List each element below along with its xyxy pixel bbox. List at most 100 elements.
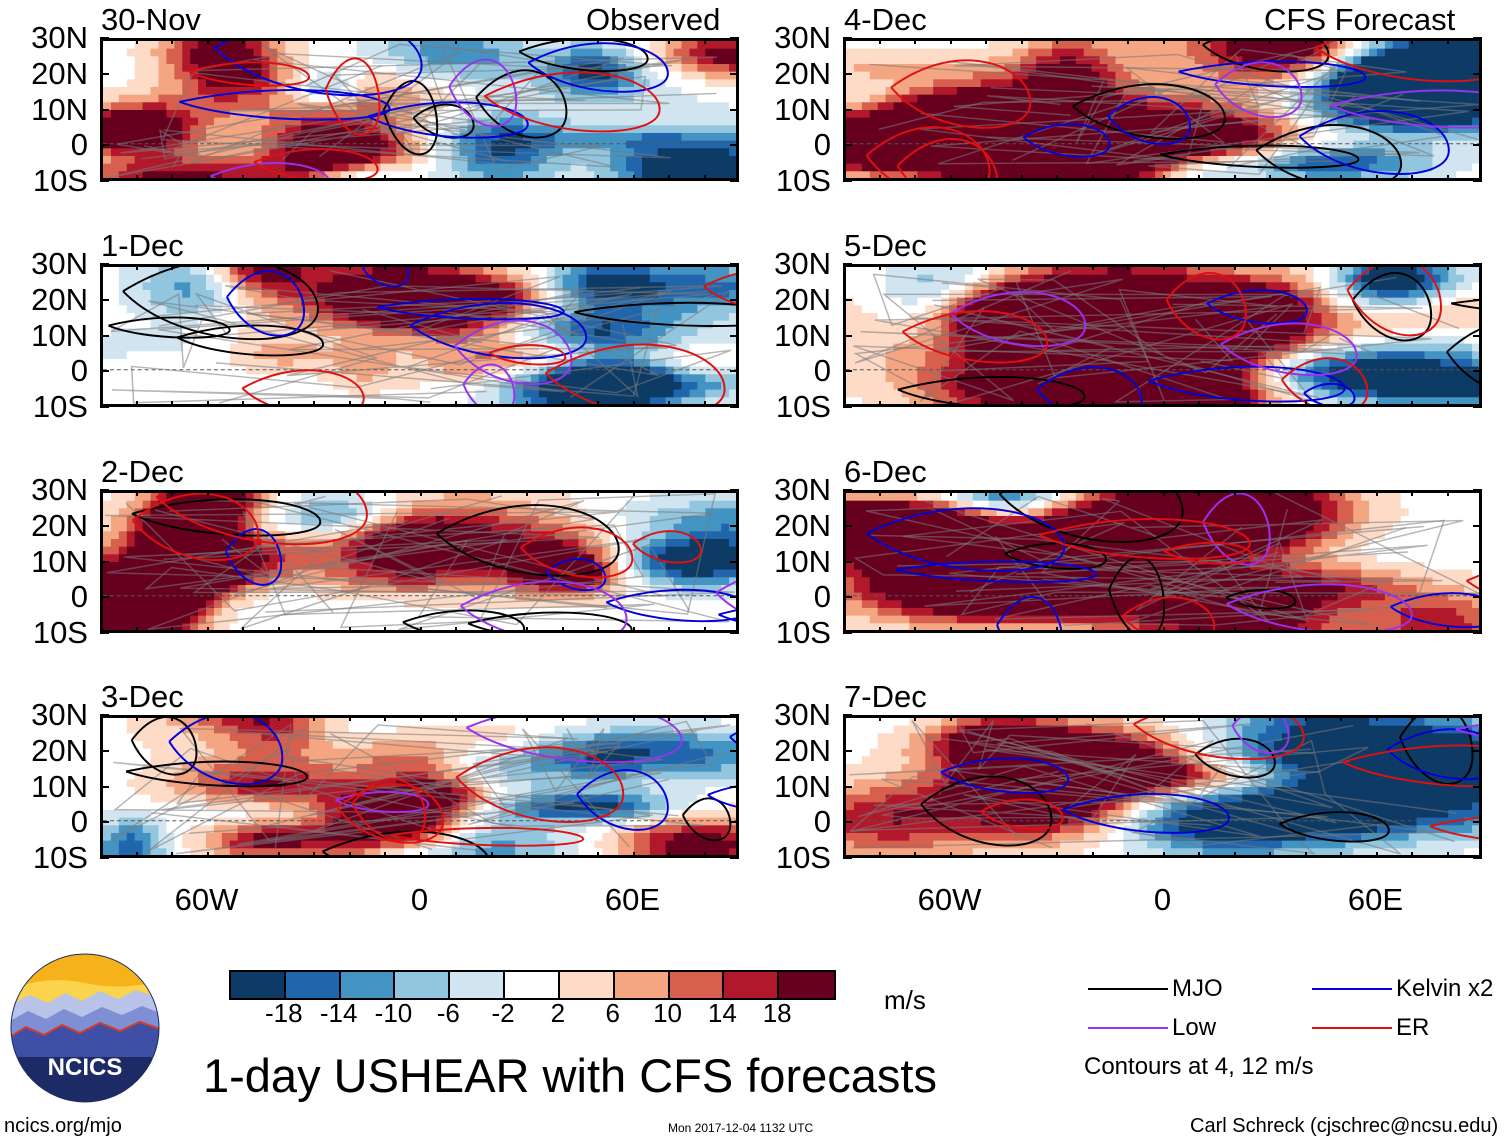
lat-tick <box>730 714 739 716</box>
lon-tick <box>348 264 351 270</box>
contour-low <box>949 291 1087 347</box>
lon-tick <box>1304 38 1307 44</box>
lon-tick <box>1446 401 1449 407</box>
colorbar-cell <box>669 972 725 998</box>
lon-tick <box>949 38 952 44</box>
lon-tick <box>171 175 173 181</box>
lon-tick <box>526 715 528 721</box>
coastline <box>1075 42 1334 166</box>
lon-tick <box>949 627 952 633</box>
contour-low <box>210 162 330 178</box>
lon-tick <box>1411 490 1413 496</box>
coastline <box>163 44 632 165</box>
lon-tick <box>277 627 280 633</box>
lat-tick-label: 0 <box>70 579 88 615</box>
lon-tick <box>1020 490 1023 496</box>
lat-tick <box>1473 334 1482 337</box>
lat-tick-label: 10N <box>31 543 88 579</box>
contour-mjo <box>1255 124 1403 178</box>
lon-tick <box>313 852 315 858</box>
coastline <box>953 48 1407 133</box>
lon-tick <box>561 715 564 721</box>
contour-mjo <box>402 609 526 630</box>
lon-tick-label: 0 <box>410 882 429 917</box>
lon-tick <box>1411 715 1413 721</box>
colorbar-label: 6 <box>605 998 620 1028</box>
lon-tick <box>419 490 422 496</box>
lat-tick <box>100 334 109 337</box>
lat-tick <box>100 714 109 716</box>
lon-tick <box>1056 38 1058 44</box>
lon-tick <box>313 264 315 270</box>
lat-tick <box>100 749 109 752</box>
lon-tick <box>455 627 457 633</box>
lon-tick <box>1340 264 1342 270</box>
lon-tick <box>1411 175 1413 181</box>
contour-low <box>1226 583 1413 630</box>
lon-tick <box>668 490 670 496</box>
panel-date-label: 5-Dec <box>844 228 927 263</box>
coastline <box>242 510 690 630</box>
lon-tick <box>171 627 173 633</box>
contour-mjo <box>998 493 1184 543</box>
lat-tick <box>843 524 852 527</box>
lon-tick <box>1091 264 1094 270</box>
coastline <box>161 730 697 817</box>
lon-tick <box>1233 627 1236 633</box>
lon-tick <box>1198 627 1200 633</box>
lat-tick-label: 10S <box>775 840 831 875</box>
lon-tick <box>171 264 173 270</box>
lon-tick <box>1162 175 1165 181</box>
lon-tick <box>1411 264 1413 270</box>
lon-tick <box>242 175 244 181</box>
chart-title: 1-day USHEAR with CFS forecasts <box>203 1049 937 1102</box>
coastline <box>113 732 704 827</box>
lat-tick-label: 20N <box>31 732 88 768</box>
lon-tick <box>597 264 599 270</box>
site-link[interactable]: ncics.org/mjo <box>4 1115 122 1137</box>
lon-tick <box>135 264 138 270</box>
contour-er <box>351 778 427 841</box>
coastline <box>848 765 1328 849</box>
lon-tick <box>384 490 386 496</box>
lon-tick <box>1375 627 1378 633</box>
coastline <box>130 290 730 404</box>
map-panel <box>100 264 739 407</box>
lon-tick <box>455 401 457 407</box>
lat-tick <box>100 263 109 265</box>
lon-tick <box>1375 38 1378 44</box>
lon-tick <box>1198 175 1200 181</box>
lon-tick <box>1162 490 1165 496</box>
contour-er <box>188 61 311 87</box>
lon-tick <box>1056 852 1058 858</box>
colorbar-label: -10 <box>374 998 413 1028</box>
lon-tick <box>668 401 670 407</box>
contour-low <box>460 580 628 630</box>
lon-tick <box>1162 852 1165 858</box>
lon-tick <box>1304 175 1307 181</box>
panel-date-label: 30-Nov <box>101 2 201 37</box>
lon-tick <box>1056 264 1058 270</box>
lon-tick <box>1127 175 1129 181</box>
colorbar-cell <box>395 972 451 998</box>
lon-tick <box>490 175 493 181</box>
lon-tick <box>277 264 280 270</box>
lon-tick <box>1162 401 1165 407</box>
lon-tick <box>277 490 280 496</box>
map-panel <box>843 490 1482 633</box>
contour-er <box>488 344 567 366</box>
lon-tick <box>1446 852 1449 858</box>
lon-tick <box>1198 264 1200 270</box>
lat-tick <box>843 785 852 788</box>
colorbar-label: -18 <box>265 998 303 1028</box>
lon-tick <box>277 401 280 407</box>
contour-er <box>1121 596 1216 630</box>
colorbar-cell <box>450 972 506 998</box>
lon-tick <box>1340 715 1342 721</box>
lon-tick <box>1091 852 1094 858</box>
legend-label: ER <box>1396 1014 1430 1041</box>
contour-kelvin-x2 <box>1147 365 1346 403</box>
lon-tick <box>1411 38 1413 44</box>
panel-date-label: 3-Dec <box>101 679 184 714</box>
lat-tick-label: 10S <box>32 615 88 650</box>
